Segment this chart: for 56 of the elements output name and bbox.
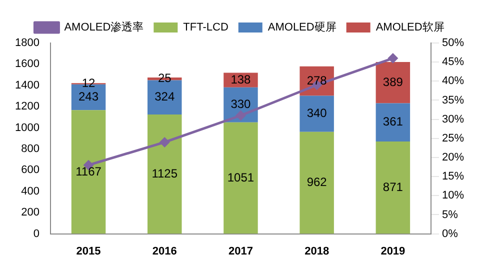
legend-label: AMOLED渗透率 xyxy=(64,20,144,34)
y2-tick-label: 0% xyxy=(442,228,458,240)
y-tick-label: 1200 xyxy=(14,100,40,113)
bar xyxy=(300,132,334,234)
y2-tick-label: 50% xyxy=(442,37,464,50)
data-label: 340 xyxy=(306,106,328,120)
x-tick-label: 2018 xyxy=(304,245,330,258)
y-tick-label: 600 xyxy=(21,164,40,176)
bar xyxy=(376,141,410,234)
data-label: 12 xyxy=(82,76,96,90)
data-label: 361 xyxy=(382,114,404,129)
y-tick-label: 1600 xyxy=(14,58,40,70)
data-label: 243 xyxy=(78,90,99,104)
legend-label: AMOLED软屏 xyxy=(376,22,444,34)
y2-tick-label: 15% xyxy=(442,170,464,183)
bar xyxy=(376,103,410,142)
data-label: 25 xyxy=(158,71,172,86)
data-label: 278 xyxy=(306,73,328,88)
data-label: 389 xyxy=(382,74,404,89)
point xyxy=(160,137,170,147)
x-tick-label: 2017 xyxy=(228,245,253,258)
point xyxy=(236,110,246,120)
y2-tick-label: 25% xyxy=(442,132,464,144)
data-label: 1167 xyxy=(76,164,102,178)
y2-tick-label: 10% xyxy=(442,190,464,202)
y2-tick-label: 30% xyxy=(442,113,464,126)
point xyxy=(388,54,398,64)
data-label: 1051 xyxy=(227,170,254,184)
data-label: 324 xyxy=(154,90,175,104)
y-tick-label: 1000 xyxy=(14,122,40,134)
bar xyxy=(300,96,334,132)
bar xyxy=(376,62,410,104)
data-label: 871 xyxy=(382,180,404,194)
y-tick-label: 800 xyxy=(21,143,40,156)
y2-tick-label: 40% xyxy=(442,75,464,88)
y-tick-label: 1400 xyxy=(14,79,40,92)
data-label: 962 xyxy=(306,175,328,190)
y-tick-label: 1800 xyxy=(14,37,40,50)
x-tick-label: 2015 xyxy=(76,245,101,258)
x-tick-label: 2019 xyxy=(380,245,406,258)
y2-tick-label: 5% xyxy=(442,208,458,221)
data-label: 138 xyxy=(230,72,252,86)
y-tick-label: 0 xyxy=(33,228,40,240)
y2-tick-label: 35% xyxy=(442,94,464,106)
data-label: 1125 xyxy=(152,166,178,180)
bar xyxy=(71,110,106,234)
data-label: 330 xyxy=(230,97,252,112)
legend-label: AMOLED硬屏 xyxy=(268,22,336,34)
x-tick-label: 2016 xyxy=(152,245,177,258)
y-tick-label: 200 xyxy=(21,206,40,219)
y-tick-label: 400 xyxy=(21,185,40,198)
bar xyxy=(224,122,258,234)
bar xyxy=(148,114,182,234)
y2-tick-label: 45% xyxy=(442,56,464,68)
y2-tick-label: 20% xyxy=(442,152,464,164)
legend-label: TFT-LCD xyxy=(183,22,228,34)
